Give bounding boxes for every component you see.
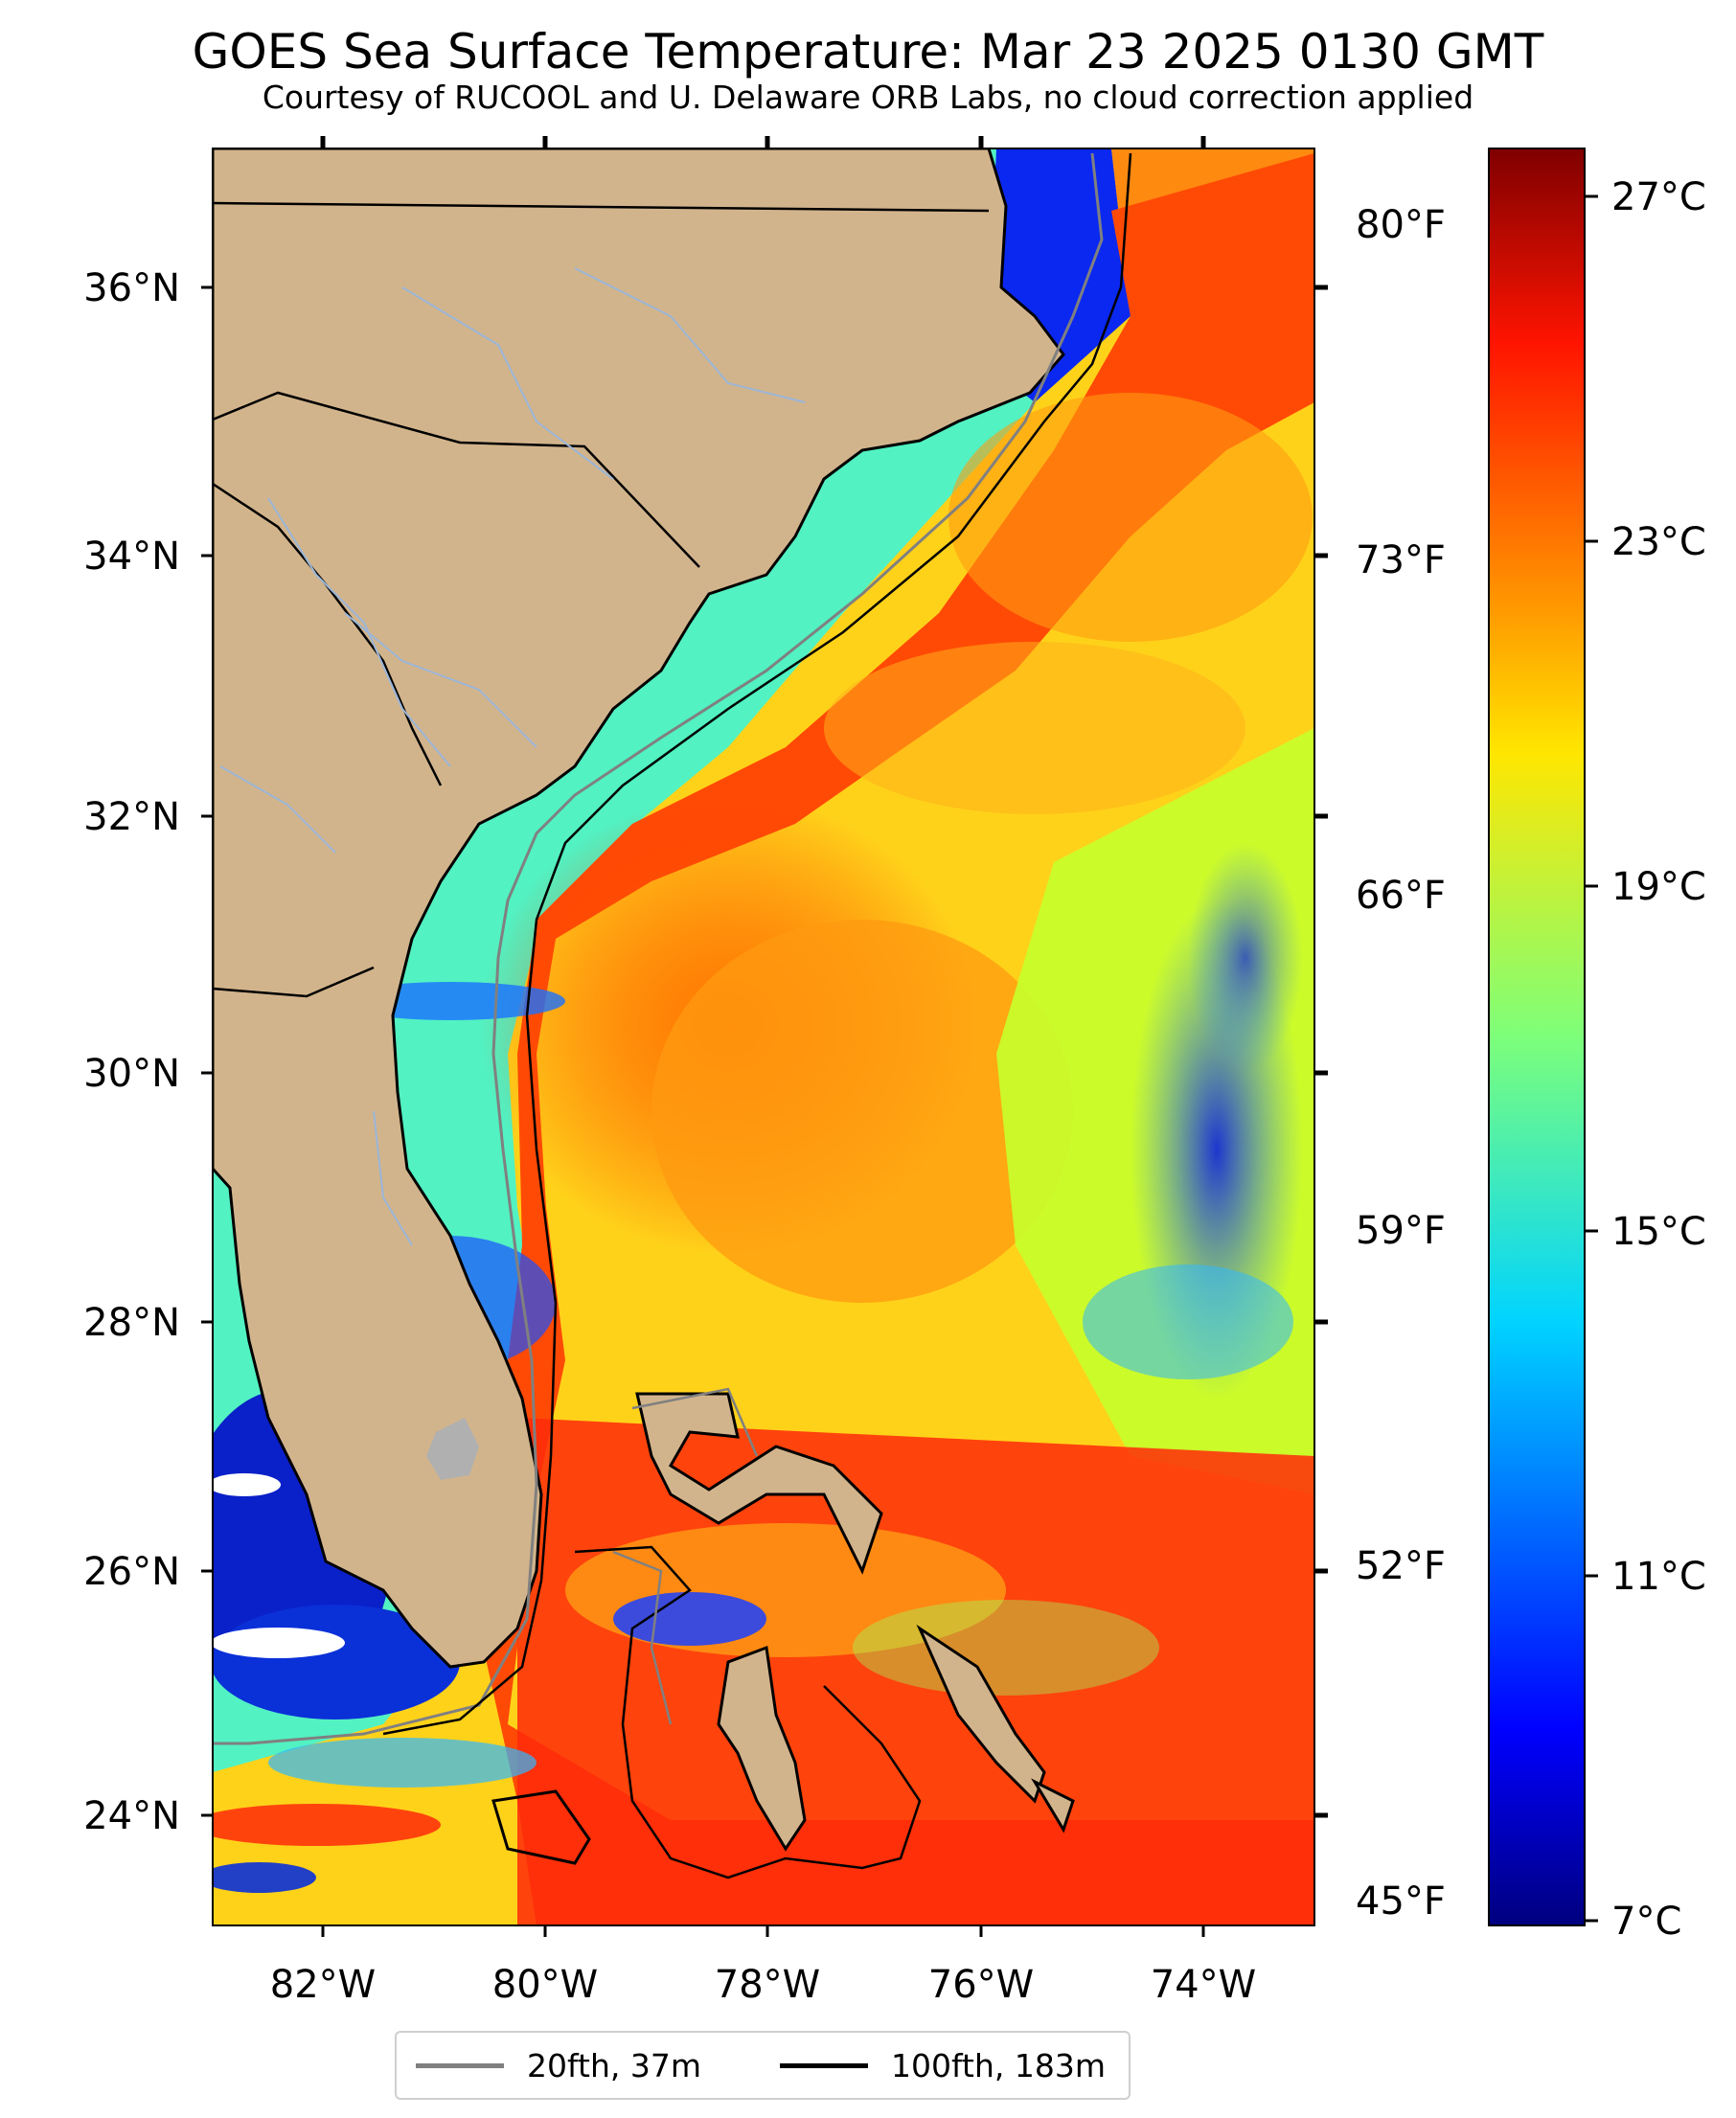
chart-subtitle: Courtesy of RUCOOL and U. Delaware ORB L… — [262, 79, 1474, 116]
lon-tick-label: 82°W — [270, 1963, 376, 2007]
legend-label: 20fth, 37m — [527, 2046, 701, 2084]
lat-tick-label: 26°N — [83, 1550, 180, 1594]
fahrenheit-tick-label: 45°F — [1356, 1879, 1446, 1924]
fahrenheit-tick-label: 80°F — [1356, 203, 1446, 247]
lon-tick-label: 76°W — [928, 1963, 1034, 2007]
chart-title: GOES Sea Surface Temperature: Mar 23 202… — [192, 24, 1544, 80]
legend-line-black — [780, 2062, 868, 2068]
legend-label: 100fth, 183m — [891, 2046, 1106, 2084]
lat-tick-label: 34°N — [83, 535, 180, 579]
lat-tick-label: 36°N — [83, 266, 180, 310]
lon-tick-label: 78°W — [715, 1963, 820, 2007]
colorbar-tick-label: 19°C — [1611, 865, 1706, 909]
colorbar-tick-label: 15°C — [1611, 1210, 1706, 1254]
land — [213, 148, 1075, 1865]
map-frame — [212, 148, 1315, 1926]
boundaries — [213, 201, 990, 1246]
lat-tick-label: 24°N — [83, 1794, 180, 1838]
contour-100fth — [382, 152, 1132, 1736]
colorbar-ticks — [1585, 194, 1598, 1923]
colorbar-tick-label: 7°C — [1611, 1900, 1681, 1944]
colorbar-tick-label: 27°C — [1611, 175, 1706, 219]
fahrenheit-tick-label: 66°F — [1356, 874, 1446, 918]
fahrenheit-tick-label: 59°F — [1356, 1209, 1446, 1253]
bathymetry-contours — [213, 152, 1132, 1879]
lat-tick-label: 32°N — [83, 795, 180, 839]
colorbar-tick-label: 11°C — [1611, 1555, 1706, 1599]
legend-item-100fth: 100fth, 183m — [780, 2033, 1106, 2098]
contour-20fth — [213, 152, 1104, 1745]
legend-item-20fth: 20fth, 37m — [416, 2033, 701, 2098]
fahrenheit-tick-label: 52°F — [1356, 1544, 1446, 1588]
legend: 20fth, 37m 100fth, 183m — [395, 2031, 1131, 2100]
colorbar — [1488, 148, 1586, 1926]
lat-tick-label: 28°N — [83, 1301, 180, 1345]
fahrenheit-tick-label: 73°F — [1356, 538, 1446, 582]
lat-tick-label: 30°N — [83, 1052, 180, 1096]
axis-ticks — [201, 136, 1328, 1937]
lon-tick-label: 80°W — [492, 1963, 598, 2007]
legend-line-gray — [416, 2062, 504, 2068]
colorbar-tick-label: 23°C — [1611, 520, 1706, 564]
lon-tick-label: 74°W — [1151, 1963, 1256, 2007]
